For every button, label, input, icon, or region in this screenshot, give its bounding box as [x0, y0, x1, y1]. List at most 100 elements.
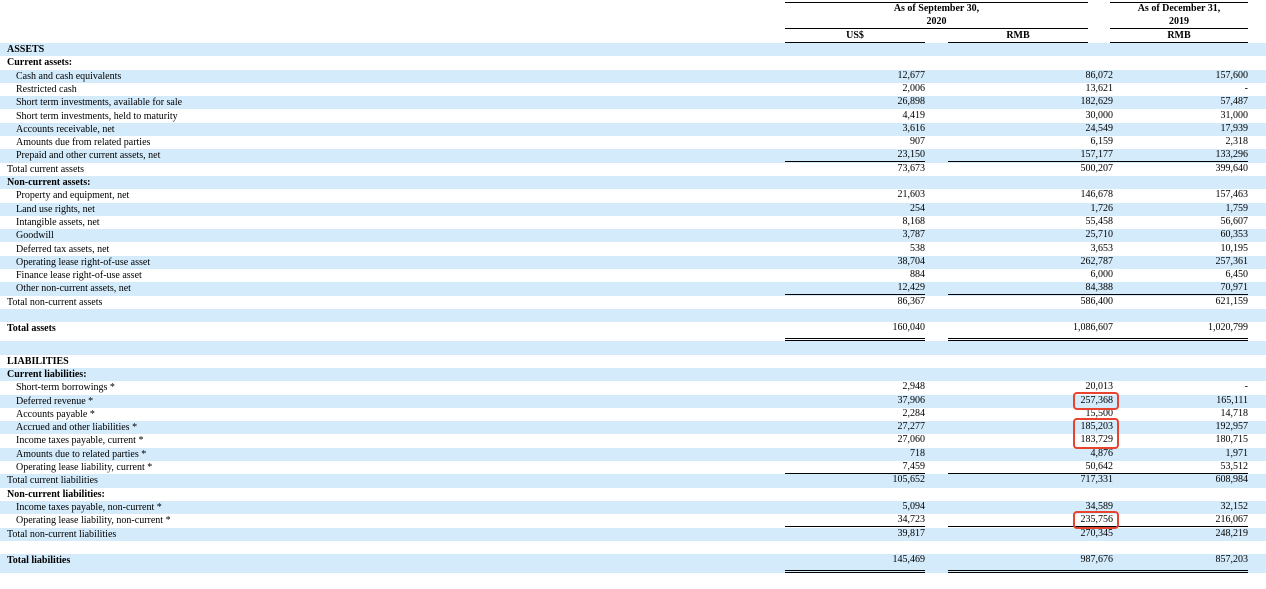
- line-item: Goodwill: [16, 230, 54, 242]
- value-cell: 1,971: [1110, 448, 1249, 461]
- value: 21,603: [897, 189, 926, 201]
- value: 884: [910, 269, 925, 281]
- value: 857,203: [1215, 554, 1249, 566]
- value: 60,353: [1220, 229, 1249, 241]
- value: 157,600: [1215, 69, 1249, 81]
- value-cell: 1,726: [948, 202, 1114, 216]
- value-cell: 157,600: [1110, 69, 1249, 83]
- value-cell: 4,419: [785, 109, 926, 123]
- value: 586,400: [1080, 295, 1114, 307]
- value-cell: 216,067: [1110, 514, 1248, 528]
- value-cell: 15,500: [948, 407, 1114, 421]
- table-row: Cash and cash equivalents 12,677 86,072 157…: [0, 69, 1266, 83]
- value: 2,318: [1225, 136, 1249, 148]
- value-cell: 5,094: [785, 500, 926, 514]
- value: 12,677: [897, 69, 926, 81]
- value: 34,723: [897, 514, 926, 526]
- value: 30,000: [1085, 109, 1114, 121]
- value: 399,640: [1215, 162, 1249, 174]
- value-cell: 13,621: [948, 83, 1114, 96]
- value-cell: 2,006: [785, 83, 926, 96]
- value: 86,367: [897, 295, 926, 307]
- value: 257,368: [1080, 394, 1114, 406]
- table-row: Accounts payable * 2,284 15,500 14,718: [0, 408, 1266, 421]
- value-cell: 718: [785, 448, 925, 461]
- value-cell: 270,345: [948, 528, 1114, 541]
- value-cell: 39,817: [785, 528, 926, 541]
- value: 86,072: [1085, 69, 1114, 81]
- value-cell: 7,459: [785, 461, 925, 474]
- value: 31,000: [1220, 109, 1249, 121]
- value-cell: 146,678: [948, 189, 1114, 202]
- value-cell: 907: [785, 136, 925, 149]
- column-header: RMB: [1110, 29, 1248, 43]
- line-item: Income taxes payable, non-current *: [16, 501, 162, 513]
- table-row: Property and equipment, net 21,603 146,678…: [0, 189, 1266, 202]
- value-cell: 3,653: [948, 243, 1114, 256]
- value: 32,152: [1220, 500, 1249, 512]
- value-cell: 257,368: [948, 394, 1114, 408]
- value-cell: 235,756: [948, 514, 1113, 528]
- value-cell: 56,607: [1110, 215, 1249, 229]
- value-cell: 32,152: [1110, 500, 1249, 514]
- value: 4,419: [902, 109, 926, 121]
- value: 15,500: [1085, 407, 1114, 419]
- table-row: Short-term borrowings * 2,948 20,013 -: [0, 381, 1266, 394]
- value: 57,487: [1220, 96, 1249, 108]
- value-cell: 3,616: [785, 123, 926, 136]
- subtotal: Total current assets: [7, 163, 85, 175]
- line-item: Operating lease liability, non-current *: [16, 515, 171, 527]
- value: 145,469: [892, 554, 926, 566]
- value-cell: 8,168: [785, 216, 926, 229]
- table-row: Total current liabilities 105,652 717,331 6…: [0, 474, 1266, 488]
- value-cell: 12,429: [785, 282, 925, 296]
- table-row: Deferred revenue * 37,906 257,368 165,111: [0, 394, 1266, 408]
- value: 5,094: [902, 500, 926, 512]
- table-row: Land use rights, net 254 1,726 1,759: [0, 202, 1266, 216]
- value: 2,948: [902, 381, 926, 393]
- value-cell: 73,673: [785, 163, 926, 176]
- value: 26,898: [897, 96, 926, 108]
- value-cell: 180,715: [1110, 434, 1249, 447]
- value-cell: 1,759: [1110, 203, 1249, 216]
- value-cell: 50,642: [948, 461, 1113, 474]
- value-cell: 10,195: [1110, 243, 1249, 256]
- value-cell: -: [1110, 381, 1248, 394]
- value: 987,676: [1080, 554, 1114, 566]
- value-cell: 145,469: [785, 554, 926, 574]
- value-cell: 17,939: [1110, 122, 1249, 136]
- value-cell: 14,718: [1110, 408, 1249, 421]
- line-item: Short-term borrowings *: [16, 382, 115, 394]
- table-row: Operating lease liability, current * 7,45…: [0, 461, 1266, 474]
- value-cell: 857,203: [1110, 554, 1249, 574]
- value: 180,715: [1215, 434, 1249, 446]
- value: 165,111: [1216, 394, 1248, 406]
- value: 157,177: [1080, 149, 1114, 161]
- value: 1,726: [1090, 202, 1114, 214]
- line-item: Operating lease right-of-use asset: [16, 256, 151, 268]
- value-cell: 57,487: [1110, 96, 1249, 109]
- table-row: Income taxes payable, non-current * 5,094…: [0, 500, 1266, 515]
- table-row: Prepaid and other current assets, net 23,…: [0, 149, 1266, 163]
- value: 56,607: [1220, 215, 1249, 227]
- subtotal: Total current liabilities: [7, 475, 98, 487]
- value-cell: 86,072: [948, 69, 1114, 83]
- value-cell: 34,589: [948, 501, 1114, 514]
- period-title: As of September 30,: [893, 3, 980, 14]
- value: 105,652: [892, 474, 926, 486]
- line-item: Land use rights, net: [16, 203, 95, 215]
- table-row: Current liabilities:: [0, 367, 1266, 382]
- value-cell: 105,652: [785, 474, 926, 487]
- line-item: Intangible assets, net: [16, 216, 100, 228]
- value-cell: 257,361: [1110, 256, 1249, 269]
- table-row: Operating lease right-of-use asset 38,704…: [0, 255, 1266, 270]
- value-cell: 165,111: [1110, 395, 1248, 408]
- highlight-box: [1072, 418, 1119, 450]
- value-cell: 84,388: [948, 282, 1113, 296]
- value-cell: 157,463: [1110, 189, 1249, 202]
- table-row: Finance lease right-of-use asset 884 6,000…: [0, 269, 1266, 282]
- subtotal: Total non-current assets: [7, 296, 103, 308]
- value: 17,939: [1220, 122, 1249, 134]
- value-cell: 21,603: [785, 189, 926, 202]
- value-cell: 25,710: [948, 229, 1114, 242]
